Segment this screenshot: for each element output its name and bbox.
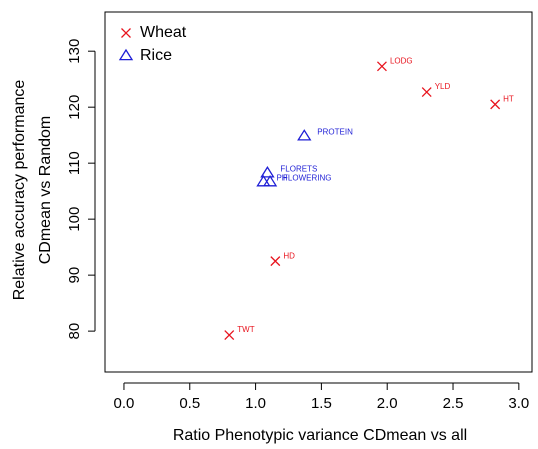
plot-box bbox=[104, 11, 533, 373]
point-label: LODG bbox=[390, 56, 413, 65]
x-marker bbox=[121, 28, 131, 38]
legend-label: Wheat bbox=[140, 24, 187, 41]
x-tick-label: 1.5 bbox=[311, 395, 332, 412]
triangle-marker bbox=[118, 48, 134, 61]
x-tick-label: 2.0 bbox=[377, 395, 398, 412]
x-marker bbox=[421, 87, 432, 98]
point-label: PROTEIN bbox=[317, 127, 353, 136]
x-marker bbox=[224, 330, 235, 341]
x-tick-label: 2.5 bbox=[443, 395, 464, 412]
x-tick-label: 3.0 bbox=[508, 395, 529, 412]
triangle-marker bbox=[260, 166, 275, 178]
point-label: PH bbox=[276, 173, 287, 182]
y-axis-label: Relative accuracy performance bbox=[11, 80, 28, 301]
y-tick-label: 100 bbox=[66, 207, 83, 232]
y-tick-label: 80 bbox=[66, 323, 83, 340]
y-tick-label: 110 bbox=[66, 151, 83, 175]
x-tick-label: 0.5 bbox=[179, 395, 200, 412]
x-marker bbox=[376, 61, 387, 72]
x-marker bbox=[270, 256, 281, 267]
triangle-marker bbox=[262, 174, 278, 187]
x-tick-label: 1.0 bbox=[245, 395, 266, 412]
point-label: HT bbox=[503, 94, 514, 103]
y-tick-label: 130 bbox=[66, 39, 83, 64]
point-label: FLOWERING bbox=[283, 173, 331, 182]
x-tick-label: 0.0 bbox=[114, 395, 135, 412]
point-label: TWT bbox=[237, 325, 254, 334]
x-marker bbox=[490, 99, 501, 110]
y-tick-label: 120 bbox=[66, 95, 83, 120]
point-label: YLD bbox=[435, 82, 451, 91]
y-tick-label: 90 bbox=[66, 267, 83, 284]
x-axis-label: Ratio Phenotypic variance CDmean vs all bbox=[173, 427, 467, 444]
y-axis-label: CDmean vs Random bbox=[37, 116, 54, 265]
legend-label: Rice bbox=[140, 47, 172, 64]
triangle-marker bbox=[297, 129, 312, 141]
point-label: HD bbox=[283, 251, 295, 260]
point-label: FLORETS bbox=[280, 164, 317, 173]
